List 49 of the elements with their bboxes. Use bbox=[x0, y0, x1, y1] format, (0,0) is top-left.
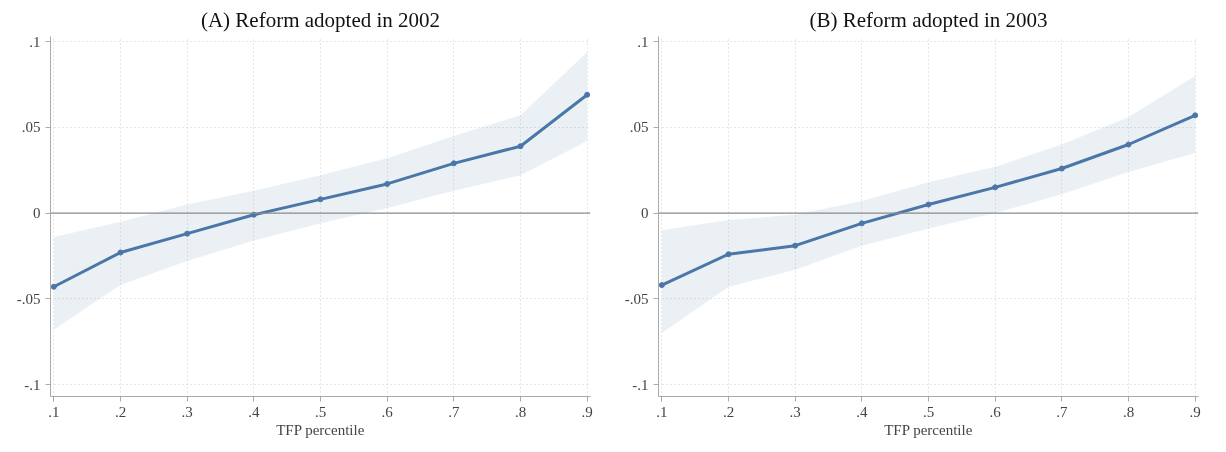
y-tick-label: -.05 bbox=[16, 290, 41, 307]
x-tick-label: .7 bbox=[1056, 403, 1068, 420]
x-tick-label: .1 bbox=[656, 403, 668, 420]
x-tick-label: .9 bbox=[581, 403, 593, 420]
point bbox=[658, 282, 665, 289]
y-tick-label: 0 bbox=[33, 205, 41, 222]
x-tick-label: .5 bbox=[314, 403, 327, 420]
x-tick-label: .8 bbox=[514, 403, 527, 420]
y-tick-label: .05 bbox=[21, 119, 41, 136]
x-tick-label: .5 bbox=[922, 403, 935, 420]
x-tick-label: .3 bbox=[181, 403, 193, 420]
point bbox=[792, 242, 799, 249]
x-tick-label: .9 bbox=[1189, 403, 1201, 420]
x-tick-label: .4 bbox=[248, 403, 260, 420]
point bbox=[858, 220, 865, 227]
y-tick-label: .1 bbox=[637, 33, 649, 50]
x-tick-label: .8 bbox=[1122, 403, 1135, 420]
point bbox=[117, 249, 124, 256]
y-tick-label: .1 bbox=[29, 33, 41, 50]
point bbox=[317, 196, 324, 203]
point bbox=[1192, 112, 1199, 119]
x-tick-label: .2 bbox=[722, 403, 735, 420]
point bbox=[925, 201, 932, 208]
y-tick-label: -.1 bbox=[632, 376, 649, 393]
x-tick-label: .2 bbox=[114, 403, 127, 420]
y-tick-label: 0 bbox=[641, 205, 649, 222]
point bbox=[50, 283, 57, 290]
x-tick-label: .6 bbox=[381, 403, 394, 420]
point bbox=[1125, 141, 1132, 148]
chart-title: (B) Reform adopted in 2003 bbox=[809, 7, 1048, 32]
x-axis-title: TFP percentile bbox=[276, 421, 365, 438]
x-tick-label: .6 bbox=[989, 403, 1002, 420]
x-tick-label: .1 bbox=[48, 403, 60, 420]
x-tick-label: .3 bbox=[789, 403, 801, 420]
point bbox=[184, 230, 191, 237]
point bbox=[450, 160, 457, 167]
y-tick-label: .05 bbox=[629, 119, 649, 136]
point bbox=[725, 251, 732, 258]
chart-title: (A) Reform adopted in 2002 bbox=[200, 7, 441, 32]
point bbox=[1058, 165, 1065, 172]
point bbox=[584, 91, 591, 98]
x-axis-title: TFP percentile bbox=[884, 421, 973, 438]
point bbox=[517, 143, 524, 150]
point bbox=[384, 180, 391, 187]
x-tick-label: .4 bbox=[856, 403, 868, 420]
y-tick-label: -.1 bbox=[24, 376, 41, 393]
x-tick-label: .7 bbox=[448, 403, 460, 420]
y-tick-label: -.05 bbox=[624, 290, 649, 307]
point bbox=[992, 184, 999, 191]
